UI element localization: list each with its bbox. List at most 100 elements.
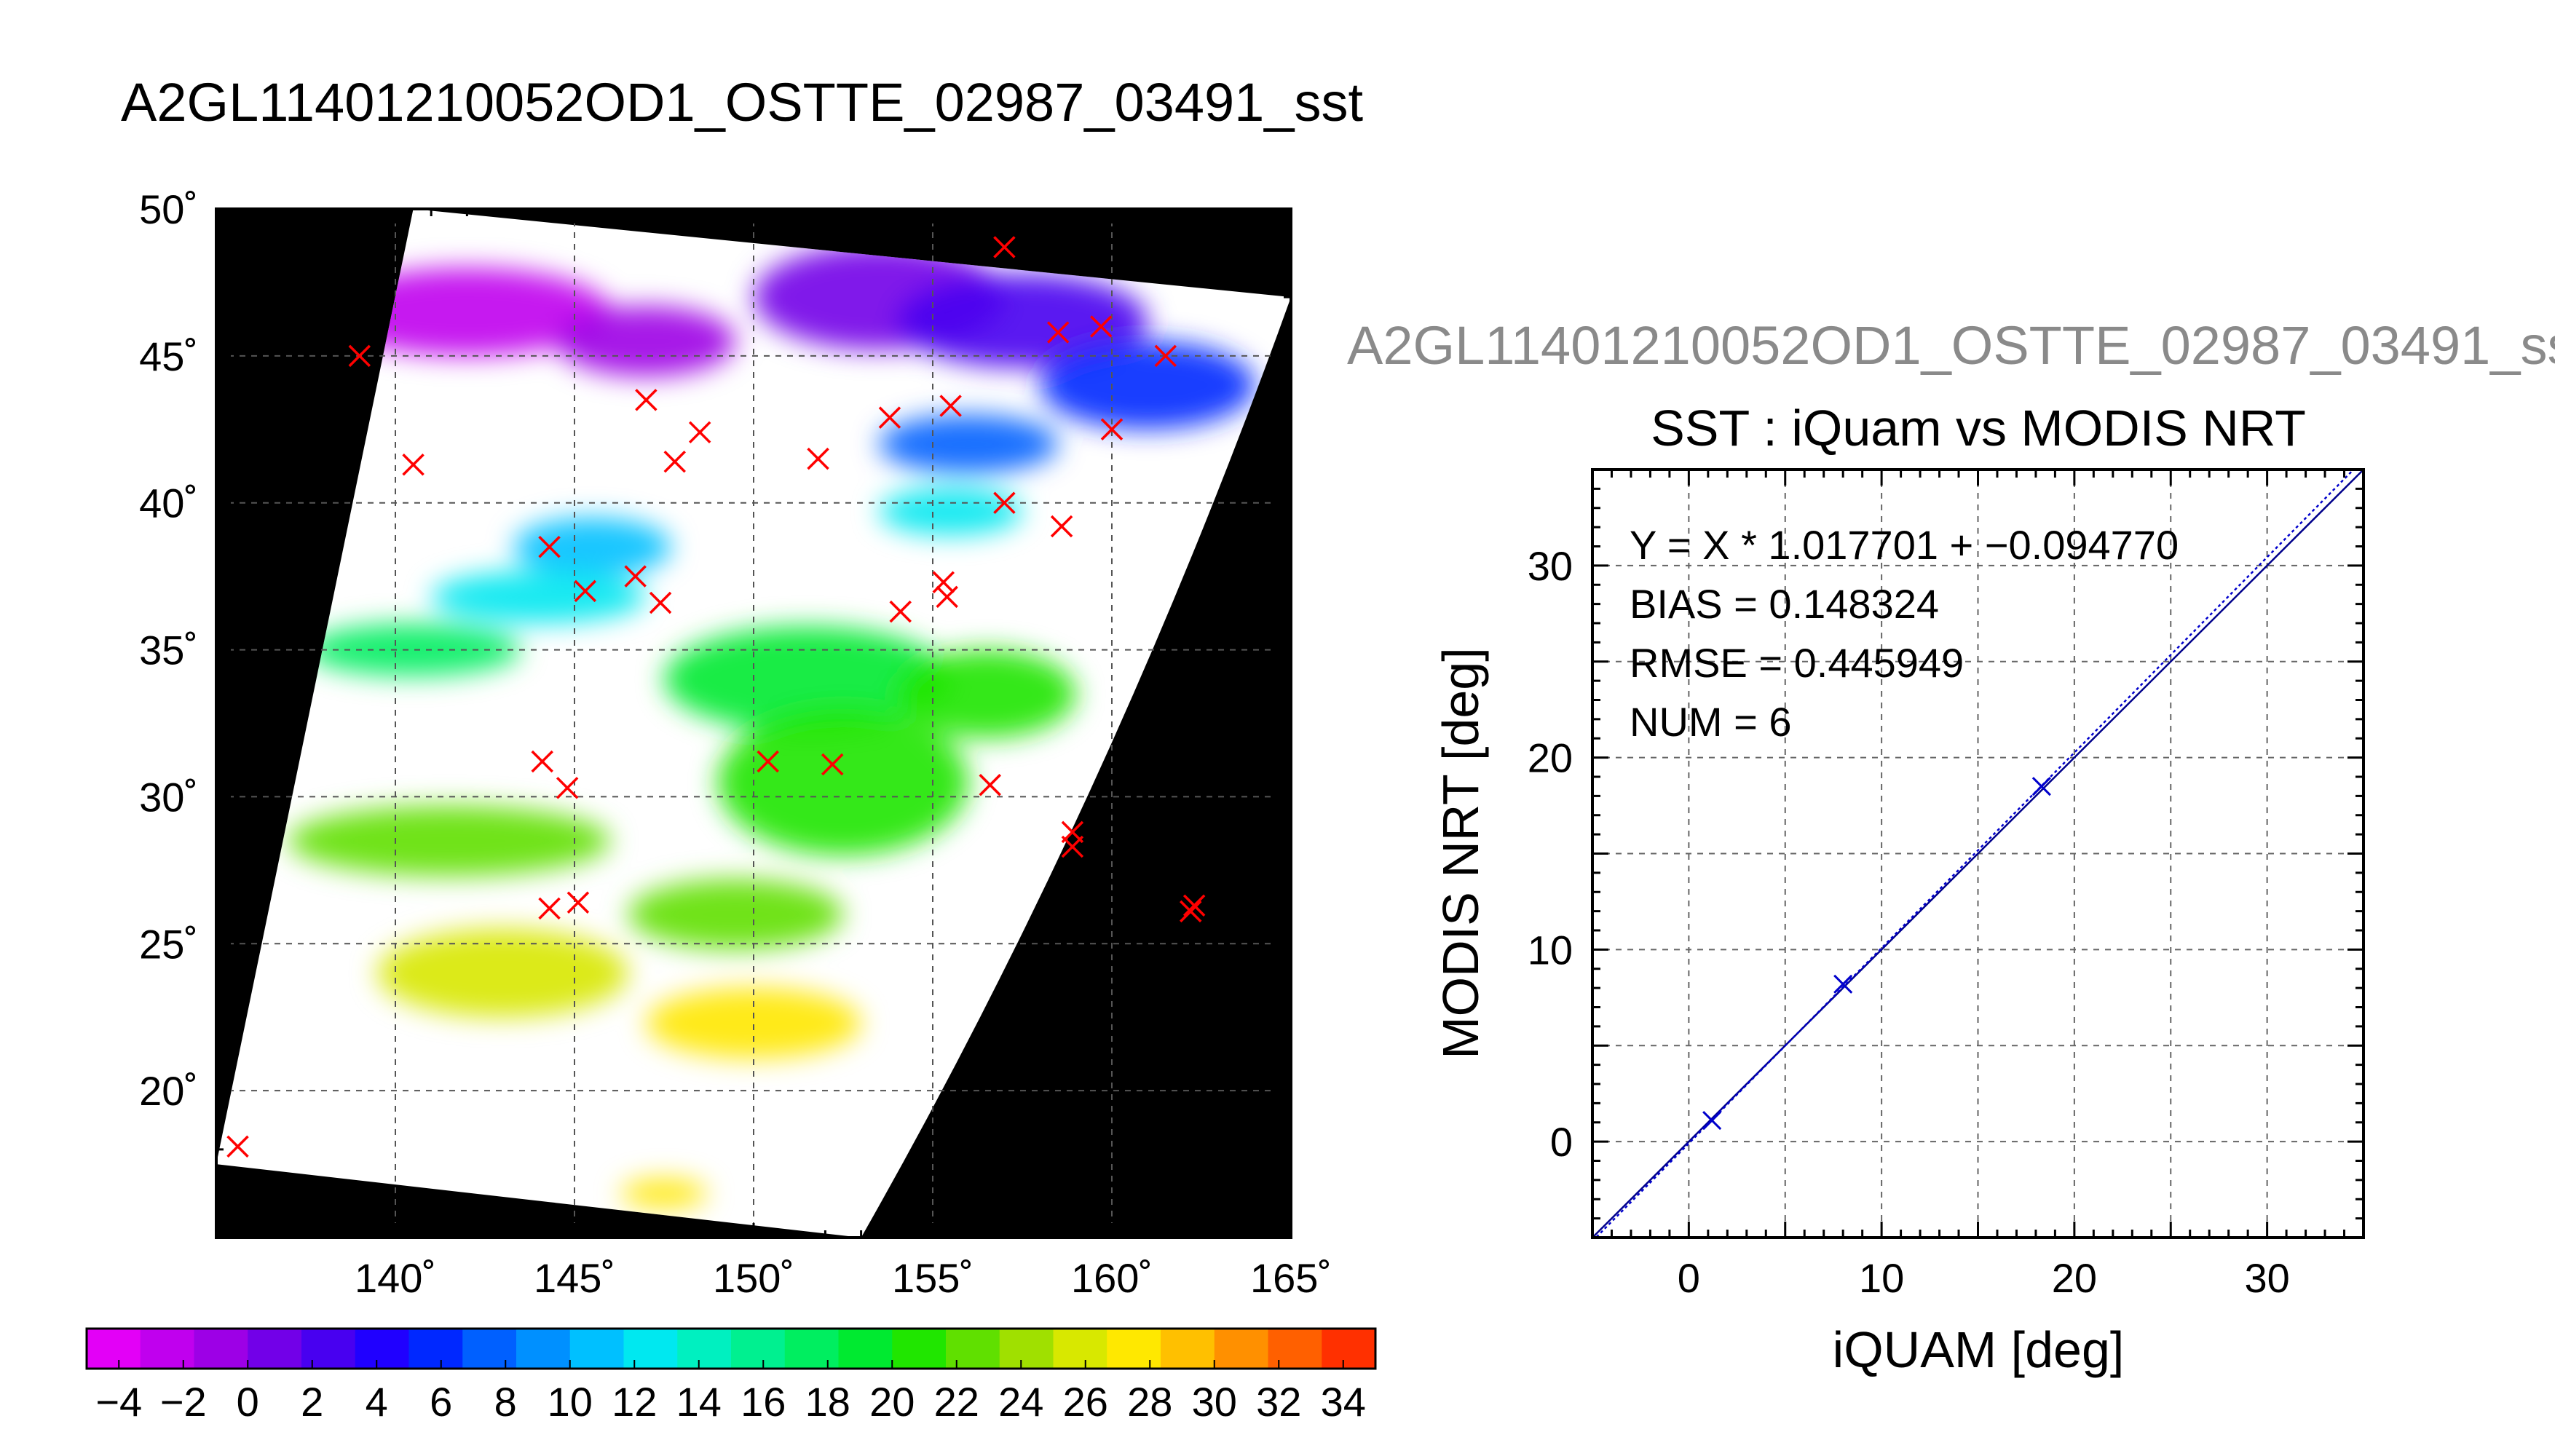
iquam-marker (649, 591, 672, 614)
colorbar-cell (784, 1329, 839, 1369)
iquam-marker (688, 421, 711, 444)
sst-patch (628, 879, 843, 950)
iquam-marker (757, 750, 779, 773)
scatter-x-tick-label: 20 (2052, 1255, 2097, 1301)
y-axis-label: MODIS NRT [deg] (1432, 647, 1489, 1059)
iquam-marker (979, 774, 1001, 796)
scatter-plot: SST : iQuam vs MODIS NRT 0 10 20 300102030 … (1432, 400, 2365, 1378)
sst-patch (620, 1179, 708, 1208)
colorbar-tick-label: 22 (934, 1379, 979, 1425)
colorbar-cell (677, 1329, 732, 1369)
colorbar-tick-label: −2 (160, 1379, 207, 1425)
iquam-marker (1050, 515, 1073, 538)
rmse-stat: RMSE = 0.445949 (1630, 640, 1964, 686)
map-lon-tick-label: 145˚ (534, 1255, 615, 1301)
iquam-marker (574, 579, 596, 603)
sst-patch (896, 649, 1076, 738)
iquam-marker (1180, 900, 1202, 923)
sst-patch (305, 623, 521, 676)
iquam-marker (624, 565, 647, 587)
iquam-marker (556, 777, 579, 799)
iquam-marker (566, 891, 590, 914)
sst-patch (513, 517, 671, 577)
sst-patch (664, 626, 951, 732)
colorbar-tick-label: 26 (1063, 1379, 1108, 1425)
colorbar-cell (892, 1329, 947, 1369)
colorbar-labels: −4 −2 0 2 4 6 8 10 12 14 16 18 20 22 24 26 28 30 32 34 (95, 1360, 1366, 1425)
scatter-axes: 0 10 20 30 0 10 20 30 (1528, 470, 2364, 1301)
colorbar-cell (1053, 1329, 1107, 1369)
iquam-marker (932, 571, 955, 593)
sst-patch (717, 708, 969, 856)
colorbar-tick-label: 12 (612, 1379, 657, 1425)
map-lat-tick-label: 30˚ (139, 774, 198, 820)
map-lon-tick-label: 155˚ (892, 1255, 974, 1301)
iquam-marker (635, 389, 657, 411)
iquam-marker (1090, 315, 1113, 338)
iquam-marker (663, 450, 686, 473)
num-stat: NUM = 6 (1630, 699, 1792, 745)
colorbar-tick-label: 0 (237, 1379, 259, 1425)
colorbar-cell (1107, 1329, 1161, 1369)
iquam-marker (993, 491, 1016, 514)
iquam-marker (889, 600, 912, 623)
iquam-marker (878, 406, 901, 429)
colorbar-cell (946, 1329, 1000, 1369)
map-lat-tick-label: 45˚ (139, 333, 198, 379)
scatter-x-tick-label: 0 (1678, 1255, 1700, 1301)
iquam-marker (226, 1135, 249, 1158)
iquam-marker (1061, 835, 1084, 858)
iquam-marker (1100, 418, 1124, 441)
iquam-markers (226, 236, 1330, 1158)
map-lon-tick-label: 160˚ (1071, 1255, 1153, 1301)
scatter-x-tick-label: 30 (2244, 1255, 2289, 1301)
scatter-point (1833, 974, 1853, 994)
sst-patch (896, 273, 1148, 368)
iquam-marker (1309, 763, 1330, 783)
iquam-marker (936, 585, 958, 609)
scatter-y-tick-label: 10 (1528, 927, 1573, 973)
scatter-header-title: A2GL11401210052OD1_OSTTE_02987_03491_sst (1347, 315, 2555, 376)
colorbar-tick-label: 16 (741, 1379, 786, 1425)
colorbar-tick-label: 20 (869, 1379, 915, 1425)
iquam-marker (939, 395, 962, 417)
map-lat-tick-label: 25˚ (139, 921, 198, 967)
colorbar-tick-label: −4 (95, 1379, 142, 1425)
iquam-marker (993, 236, 1016, 258)
colorbar-cell (355, 1329, 409, 1369)
colorbar-cell (408, 1329, 463, 1369)
colorbar-tick-label: 32 (1256, 1379, 1301, 1425)
iquam-marker (1046, 321, 1070, 344)
colorbar-cell (731, 1329, 786, 1369)
colorbar-cell (87, 1329, 141, 1369)
iquam-marker (538, 897, 561, 920)
colorbar-cell (1161, 1329, 1215, 1369)
iquam-marker (538, 536, 561, 558)
sst-patch (556, 306, 736, 377)
sst-patch (879, 414, 1059, 474)
bias-stat: BIAS = 0.148324 (1630, 581, 1939, 627)
iquam-marker (348, 344, 371, 368)
map-lat-tick-label: 40˚ (139, 480, 198, 526)
iquam-marker (1182, 894, 1206, 917)
map-lon-tick-label: 165˚ (1250, 1255, 1332, 1301)
colorbar-cells (87, 1329, 1376, 1369)
identity-line (1592, 470, 2364, 1238)
colorbar-cell (462, 1329, 517, 1369)
colorbar-cell (248, 1329, 302, 1369)
colorbar-cell (838, 1329, 893, 1369)
map-axes: 140˚ 145˚ 150˚ 155˚ 160˚ 165˚ 20˚ 25˚ 30˚ 35˚ 40˚ 4… (139, 186, 1332, 1301)
colorbar-cell (140, 1329, 194, 1369)
iquam-marker (807, 447, 829, 470)
sst-map: 140˚ 145˚ 150˚ 155˚ 160˚ 165˚ 20˚ 25˚ 30˚ 35˚ 40˚ 4… (139, 186, 1332, 1301)
fit-equation: Y = X * 1.017701 + −0.094770 (1630, 522, 2179, 568)
scatter-point (2031, 777, 2051, 796)
scatter-y-tick-label: 20 (1528, 735, 1573, 781)
colorbar-cell (1322, 1329, 1376, 1369)
colorbar-tick-label: 14 (676, 1379, 722, 1425)
map-gridlines (216, 209, 1291, 1238)
colorbar-tick-label: 6 (430, 1379, 452, 1425)
colorbar-tick-label: 18 (805, 1379, 850, 1425)
colorbar-cell (623, 1329, 678, 1369)
